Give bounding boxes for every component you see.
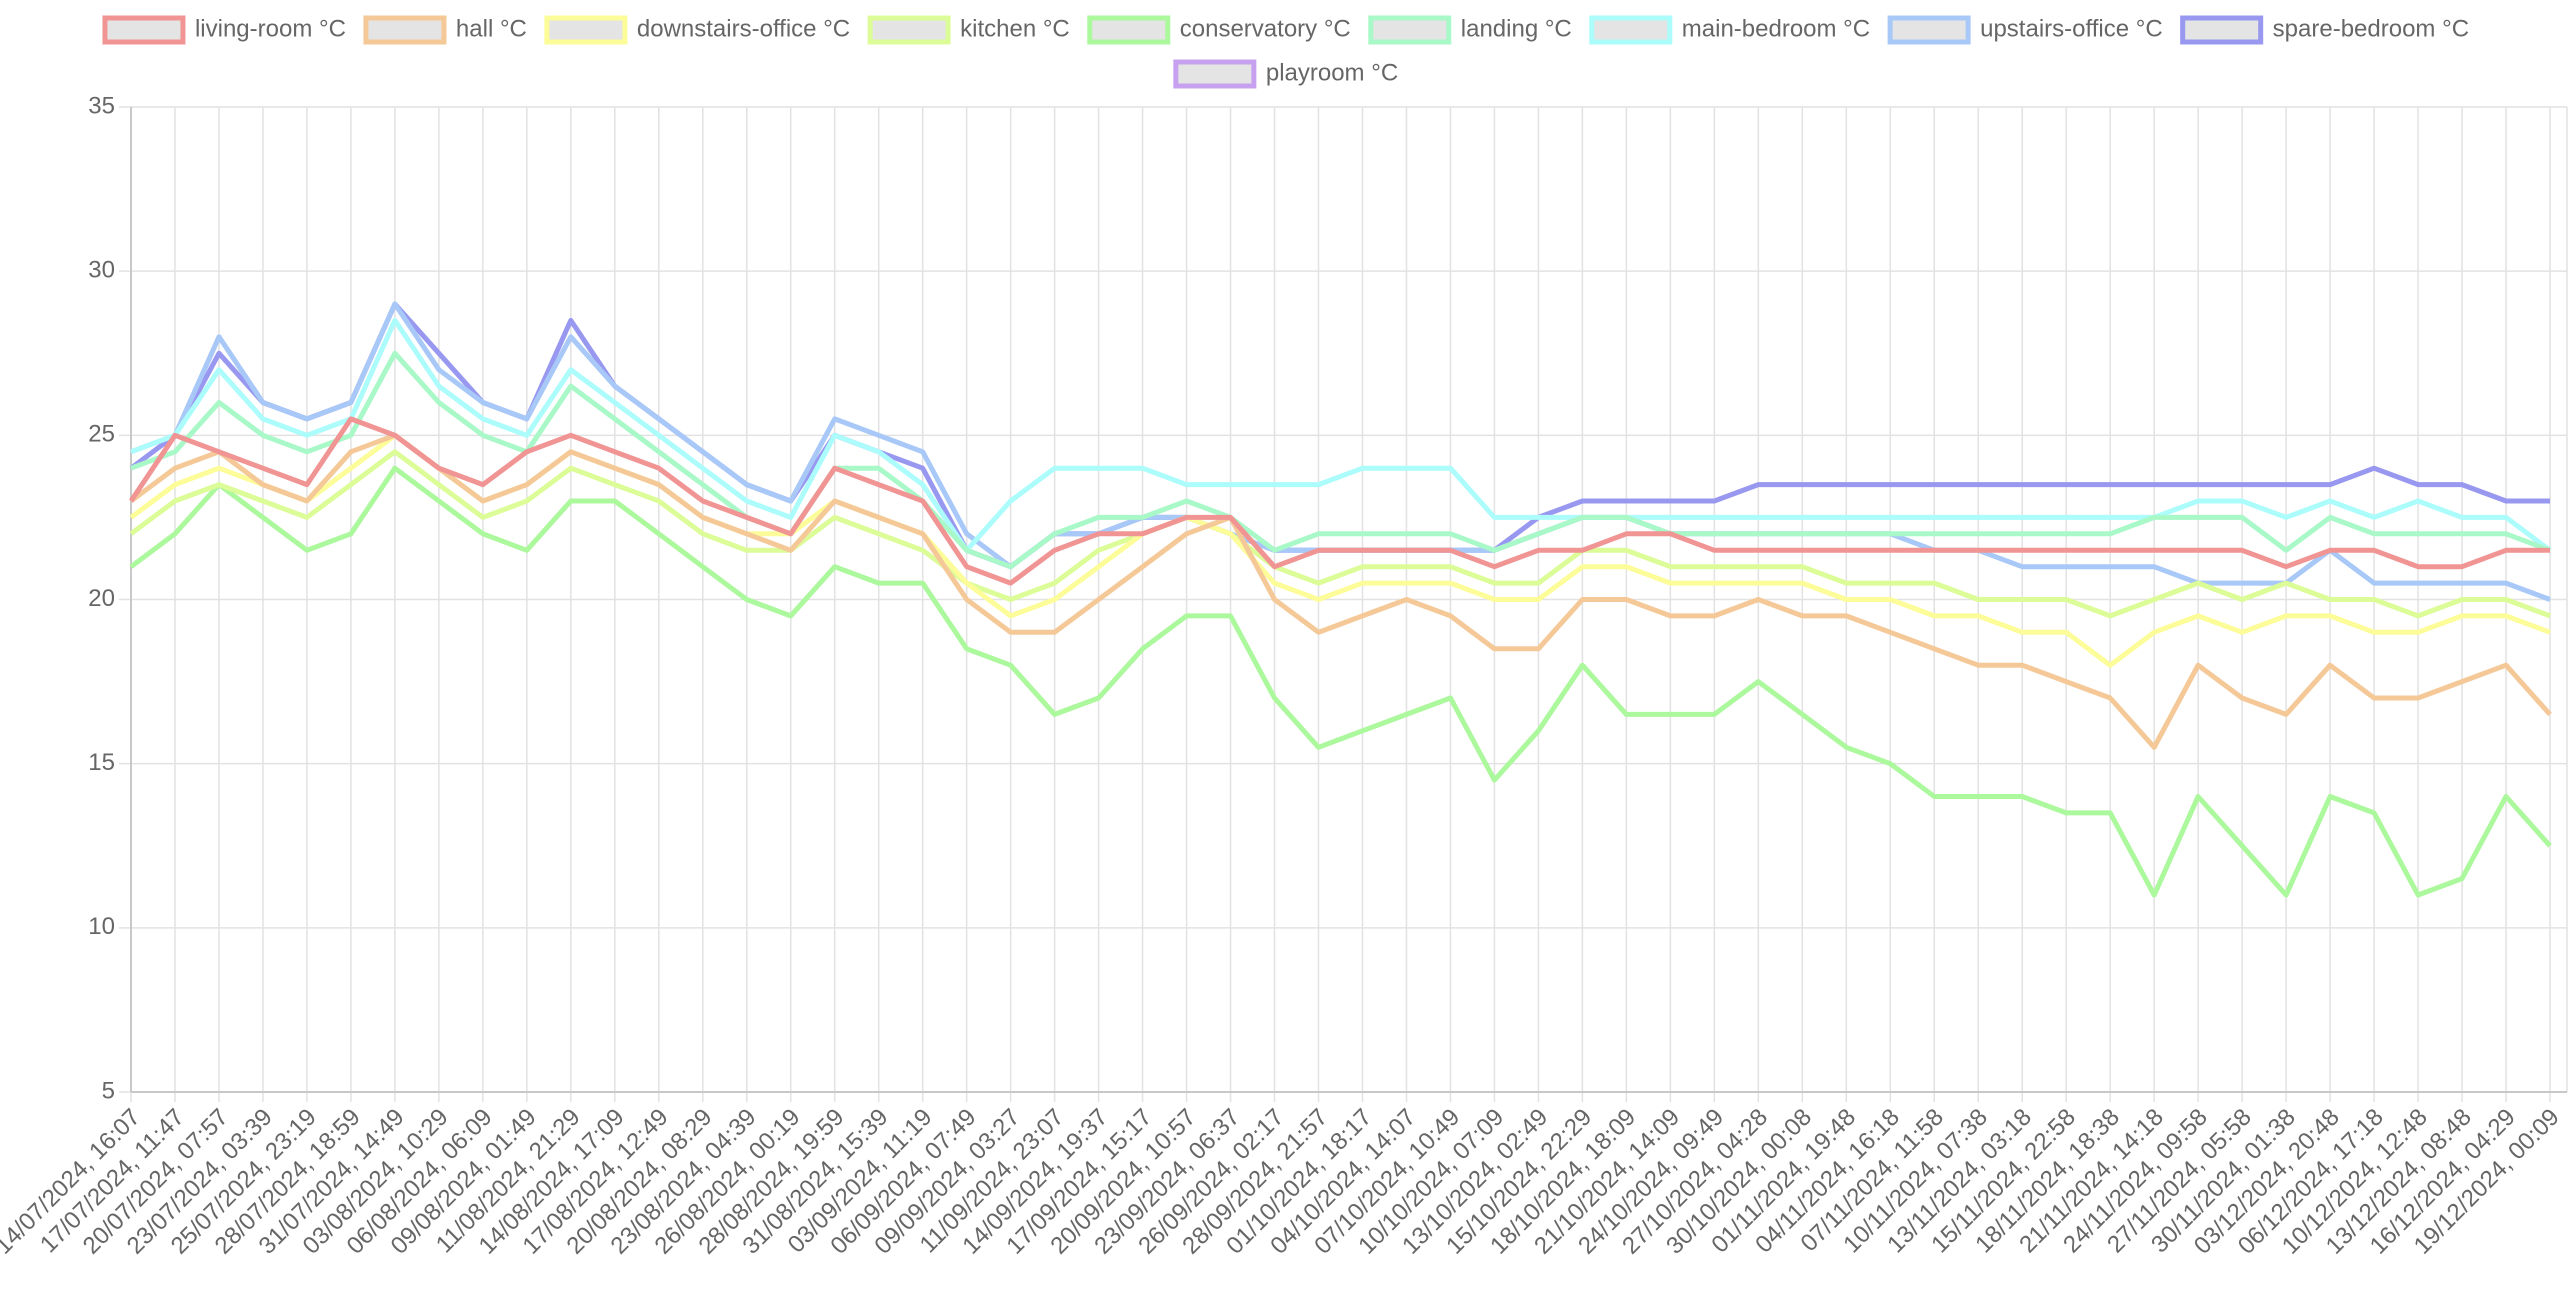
legend-item[interactable]: kitchen °C <box>867 15 1070 45</box>
legend-label: hall °C <box>456 15 527 42</box>
series-line <box>130 350 2551 570</box>
legend-swatch <box>1173 59 1257 89</box>
legend-item[interactable]: conservatory °C <box>1087 15 1351 45</box>
legend-item[interactable]: living-room °C <box>102 15 346 45</box>
legend-item[interactable]: spare-bedroom °C <box>2180 15 2469 45</box>
legend-label: downstairs-office °C <box>637 15 850 42</box>
y-tick-label: 15 <box>88 749 115 776</box>
series-line <box>129 465 2552 898</box>
series-line <box>130 301 2551 602</box>
y-tick-label: 10 <box>88 913 115 940</box>
legend-item[interactable]: upstairs-office °C <box>1887 15 2163 45</box>
y-tick-label: 35 <box>88 92 115 119</box>
legend: living-room °C hall °C downstairs-office °… <box>102 15 2469 89</box>
legend-item[interactable]: hall °C <box>363 15 527 45</box>
legend-swatch <box>363 15 447 45</box>
legend-swatch <box>1887 15 1971 45</box>
y-tick-label: 20 <box>88 585 115 612</box>
legend-item[interactable]: downstairs-office °C <box>544 15 850 45</box>
y-tick-label: 5 <box>102 1077 115 1104</box>
legend-label: living-room °C <box>195 15 346 42</box>
legend-swatch <box>102 15 186 45</box>
legend-swatch <box>2180 15 2264 45</box>
legend-label: landing °C <box>1461 15 1572 42</box>
grid <box>119 106 2568 1102</box>
legend-label: conservatory °C <box>1180 15 1351 42</box>
legend-swatch <box>867 15 951 45</box>
series-line <box>130 317 2552 553</box>
legend-swatch <box>1589 15 1673 45</box>
legend-swatch <box>544 15 628 45</box>
legend-label: upstairs-office °C <box>1980 15 2163 42</box>
legend-label: kitchen °C <box>960 15 1070 42</box>
legend-item[interactable]: landing °C <box>1368 15 1572 45</box>
series-line <box>128 416 2550 586</box>
y-tick-label: 25 <box>88 421 115 448</box>
legend-swatch <box>1087 15 1171 45</box>
legend-label: playroom °C <box>1266 59 1398 86</box>
series-line <box>129 432 2552 750</box>
legend-item[interactable]: playroom °C <box>1173 59 1398 89</box>
legend-label: main-bedroom °C <box>1682 15 1870 42</box>
series-line <box>129 449 2551 619</box>
legend-swatch <box>1368 15 1452 45</box>
legend-item[interactable]: main-bedroom °C <box>1589 15 1870 45</box>
legend-label: spare-bedroom °C <box>2273 15 2469 42</box>
y-tick-label: 30 <box>88 257 115 284</box>
